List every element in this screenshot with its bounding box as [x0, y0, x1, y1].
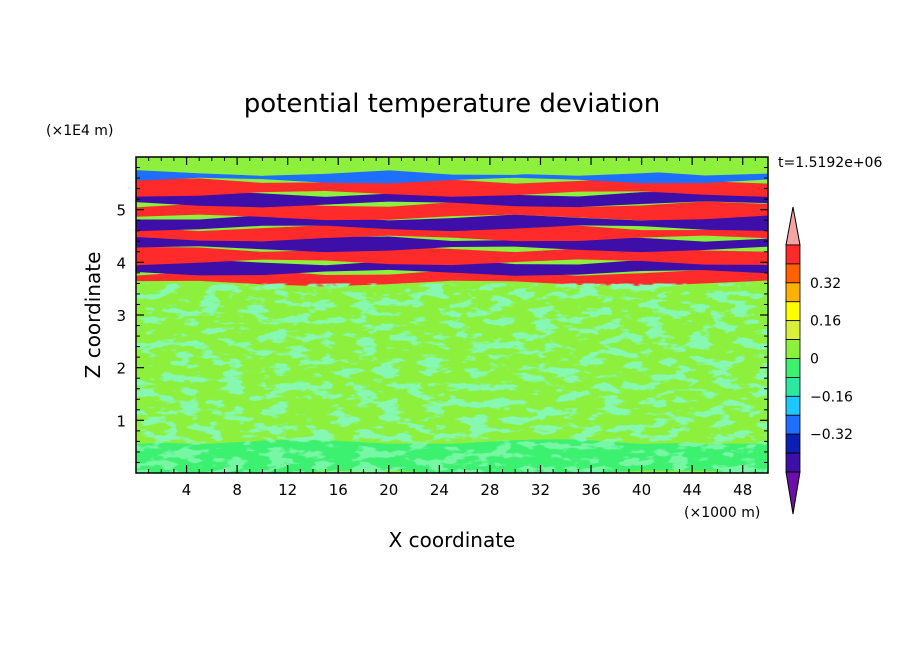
colorbar-swatch: [785, 263, 801, 284]
colorbar-label: 0: [810, 352, 819, 368]
colorbar: 0.32 0.16 0 −0.16 −0.32: [785, 206, 853, 515]
turbulence-patches: [136, 283, 768, 442]
colorbar-swatch: [785, 395, 801, 416]
x-ticks: 4 8 12 16 20 24 28 32 36 40 44 48: [148, 157, 756, 499]
y-tick-label: 1: [116, 412, 126, 430]
x-tick-label: 48: [733, 481, 752, 499]
colorbar-swatch: [785, 282, 801, 303]
y-ticks: 1 2 3 4 5: [116, 167, 768, 463]
contour-band: [136, 190, 768, 208]
x-tick-label: 24: [430, 481, 449, 499]
x-tick-label: 8: [232, 481, 242, 499]
colorbar-swatch: [785, 452, 801, 473]
contour-band: [136, 225, 768, 242]
colorbar-top-triangle: [785, 206, 801, 246]
x-tick-label: 12: [278, 481, 297, 499]
colorbar-swatch: [785, 320, 801, 340]
y-unit-label: (×1E4 m): [46, 123, 113, 139]
contour-band: [136, 177, 768, 197]
y-tick-label: 2: [116, 360, 126, 378]
contour-band: [136, 235, 768, 253]
colorbar-swatch: [785, 244, 801, 265]
x-tick-label: 40: [632, 481, 651, 499]
colorbar-bottom-triangle: [785, 471, 801, 515]
colorbar-label: 0.32: [810, 276, 841, 292]
x-tick-label: 4: [182, 481, 192, 499]
contour-field: [136, 157, 768, 473]
y-tick-label: 5: [116, 202, 126, 220]
colorbar-swatch: [785, 358, 801, 378]
x-tick-label: 20: [379, 481, 398, 499]
colorbar-label: 0.16: [810, 314, 841, 330]
y-axis-label: Z coordinate: [81, 252, 105, 379]
chart-title: potential temperature deviation: [244, 89, 660, 119]
surface-patches: [136, 441, 768, 473]
x-axis-label: X coordinate: [389, 528, 516, 552]
contour-band: [136, 157, 768, 176]
colorbar-label: −0.16: [810, 389, 853, 405]
colorbar-label: −0.32: [810, 427, 853, 443]
x-tick-label: 36: [581, 481, 600, 499]
time-label: t=1.5192e+06: [778, 155, 882, 171]
colorbar-swatch: [785, 433, 801, 454]
contour-band: [136, 201, 768, 221]
contour-band: [136, 259, 768, 276]
x-tick-label: 16: [329, 481, 348, 499]
contour-band: [136, 269, 768, 287]
colorbar-swatch: [785, 339, 801, 359]
x-tick-label: 44: [683, 481, 702, 499]
colorbar-swatch: [785, 377, 801, 397]
y-tick-label: 4: [116, 254, 126, 272]
x-unit-label: (×1000 m): [684, 505, 760, 521]
x-tick-label: 32: [531, 481, 550, 499]
x-tick-label: 28: [480, 481, 499, 499]
colorbar-swatch: [785, 414, 801, 435]
colorbar-swatch: [785, 301, 801, 322]
contour-band: [136, 214, 768, 232]
y-tick-label: 3: [116, 307, 126, 325]
